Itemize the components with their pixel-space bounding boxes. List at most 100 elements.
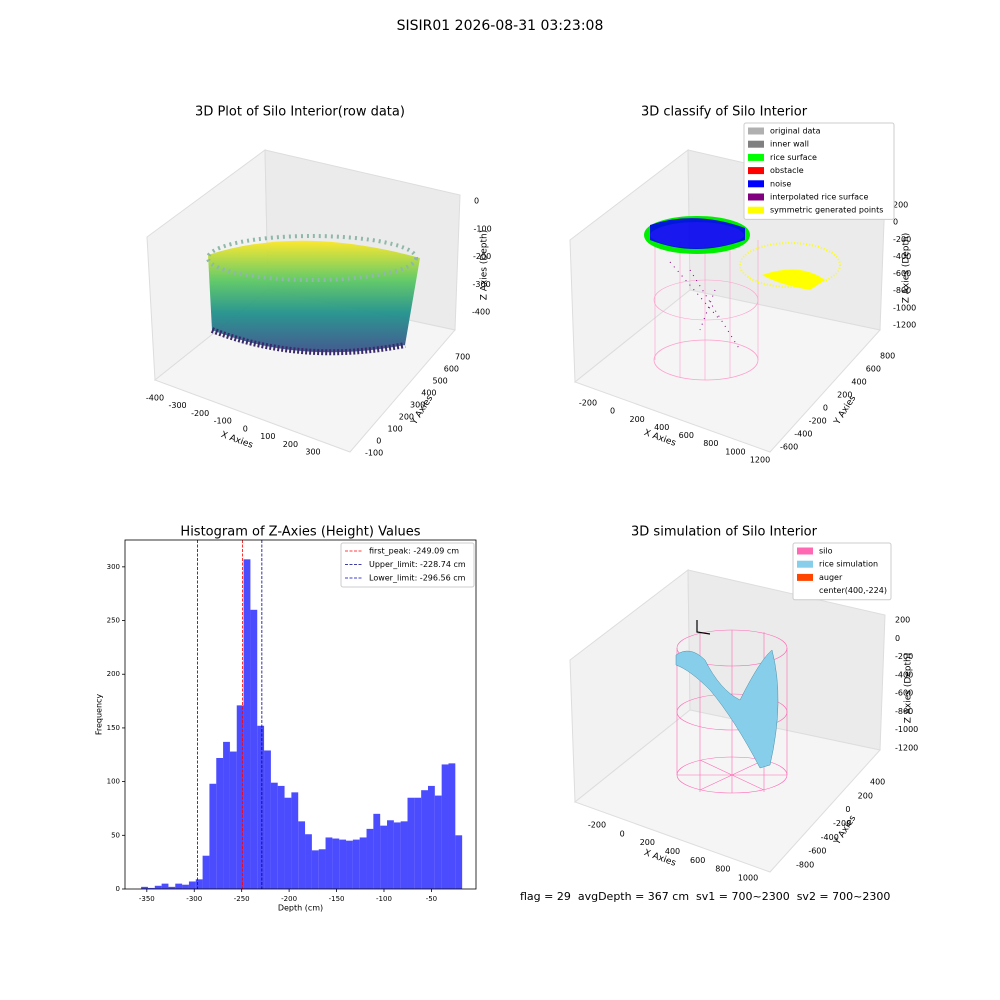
bar xyxy=(305,834,312,889)
bar xyxy=(284,797,292,889)
bar xyxy=(448,763,456,889)
bar xyxy=(311,850,319,889)
y-tick-label: 0 xyxy=(823,404,828,413)
y-tick-label: 300 xyxy=(410,401,425,410)
z-tick-label: -400 xyxy=(472,308,490,317)
bar xyxy=(339,839,347,889)
y-tick-label: 800 xyxy=(880,352,895,361)
y-tick-label: 200 xyxy=(837,391,852,400)
bar xyxy=(414,797,422,889)
y-tick-label: 100 xyxy=(107,778,120,786)
legend-swatch xyxy=(797,560,813,568)
legend-swatch xyxy=(748,127,764,135)
x-tick-label: 600 xyxy=(690,856,705,865)
x-tick-label: -100 xyxy=(376,895,392,903)
bar xyxy=(154,885,162,889)
x-tick-label: 1200 xyxy=(750,456,770,465)
y-tick-label: 700 xyxy=(455,353,470,362)
y-tick-label: -600 xyxy=(780,443,798,452)
legend: original data inner wall rice surface obsta… xyxy=(743,122,895,220)
z-tick-label: 200 xyxy=(893,201,908,210)
legend-label: rice surface xyxy=(770,153,817,162)
legend-box xyxy=(792,542,892,601)
bar xyxy=(236,705,244,889)
x-axis-label: Depth (cm) xyxy=(278,904,323,913)
y-tick-label: 500 xyxy=(433,377,448,386)
bar xyxy=(352,839,360,889)
x-tick-label: -350 xyxy=(139,895,155,903)
y-tick-label: -200 xyxy=(809,417,827,426)
bar xyxy=(264,750,271,889)
x-tick-label: -100 xyxy=(214,417,232,426)
bar xyxy=(346,840,353,889)
y-tick-label: -400 xyxy=(794,430,812,439)
x-tick-label: -200 xyxy=(281,895,297,903)
bar xyxy=(202,855,210,889)
legend-label: symmetric generated points xyxy=(770,206,883,215)
bar xyxy=(216,757,224,889)
bar xyxy=(147,887,155,889)
x-tick-label: 0 xyxy=(610,407,615,416)
x-tick-label: -250 xyxy=(234,895,250,903)
pane xyxy=(573,709,881,873)
x-tick-label: -300 xyxy=(168,401,186,410)
bar xyxy=(270,782,278,889)
axis-label: Z Axies (Depth) xyxy=(902,233,912,304)
bar xyxy=(257,725,265,889)
simulation-scene xyxy=(675,620,788,794)
bar xyxy=(393,822,401,889)
bar xyxy=(332,838,340,889)
y-tick-label: 200 xyxy=(399,413,414,422)
legend-label: Lower_limit: -296.56 cm xyxy=(369,574,466,583)
chart-title: 3D simulation of Silo Interior xyxy=(631,525,818,540)
y-tick-label: 0 xyxy=(845,805,850,814)
pane xyxy=(573,289,881,453)
y-tick-label: 600 xyxy=(866,365,881,374)
x-tick-label: -200 xyxy=(588,821,606,830)
bar xyxy=(373,813,381,889)
legend-box xyxy=(340,542,475,588)
x-tick-label: 800 xyxy=(703,439,718,448)
y-axis-label: Frequency xyxy=(95,694,104,736)
y-tick-label: 50 xyxy=(111,831,120,839)
y-tick-label: 200 xyxy=(858,791,873,800)
x-tick-label: 100 xyxy=(260,432,275,441)
legend-label: interpolated rice surface xyxy=(770,193,868,202)
z-tick-label: -300 xyxy=(473,280,491,289)
bar xyxy=(434,795,442,889)
legend-label: center(400,-224) xyxy=(819,586,887,595)
bar xyxy=(387,820,394,889)
z-tick-label: -800 xyxy=(895,707,913,716)
y-tick-label: -800 xyxy=(796,861,814,870)
bar xyxy=(188,881,196,889)
legend-swatch xyxy=(748,140,764,148)
legend-label: silo xyxy=(819,547,833,556)
legend-swatch xyxy=(748,206,764,214)
legend-label: obstacle xyxy=(770,166,804,175)
x-tick-label: -300 xyxy=(186,895,202,903)
bar xyxy=(318,849,326,889)
z-tick-label: -200 xyxy=(893,235,911,244)
z-tick-label: -1000 xyxy=(893,303,916,312)
x-tick-label: -400 xyxy=(146,394,164,403)
x-tick-label: 1000 xyxy=(738,874,758,883)
bar xyxy=(291,792,299,889)
bar xyxy=(175,883,183,889)
z-tick-label: -100 xyxy=(474,224,492,233)
x-tick-label: 0 xyxy=(620,829,625,838)
bar xyxy=(182,884,189,889)
legend-box xyxy=(743,122,895,220)
chart-title: Histogram of Z-Axies (Height) Values xyxy=(180,525,420,540)
z-tick-label: -1200 xyxy=(893,321,916,330)
bar xyxy=(380,825,388,889)
z-tick-label: -400 xyxy=(893,252,911,261)
x-tick-label: 1000 xyxy=(725,447,745,456)
legend-label: original data xyxy=(770,127,821,136)
bar xyxy=(298,821,306,889)
x-tick-label: 300 xyxy=(305,448,320,457)
legend: first_peak: -249.09 cm Upper_limit: -228.… xyxy=(340,542,475,588)
legend-swatch xyxy=(797,547,813,555)
y-tick-label: -400 xyxy=(821,833,839,842)
y-tick-label: 600 xyxy=(444,365,459,374)
chart-title: 3D Plot of Silo Interior(row data) xyxy=(195,105,405,120)
